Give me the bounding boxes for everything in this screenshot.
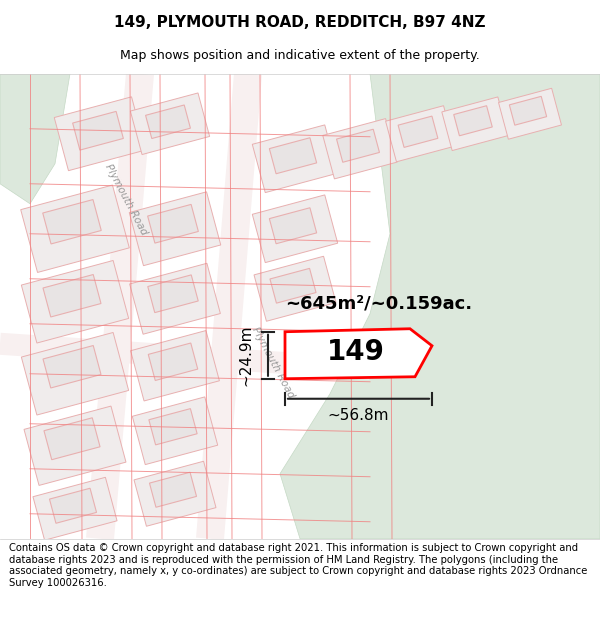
Polygon shape	[54, 97, 146, 171]
Text: ~56.8m: ~56.8m	[328, 408, 389, 423]
Polygon shape	[49, 488, 97, 523]
Polygon shape	[253, 125, 338, 192]
Text: Contains OS data © Crown copyright and database right 2021. This information is : Contains OS data © Crown copyright and d…	[9, 543, 587, 588]
Polygon shape	[22, 332, 128, 415]
Polygon shape	[499, 88, 562, 139]
Polygon shape	[86, 72, 154, 540]
Polygon shape	[196, 72, 262, 540]
Polygon shape	[24, 406, 126, 486]
Polygon shape	[148, 275, 198, 312]
Polygon shape	[134, 461, 216, 526]
Polygon shape	[269, 138, 317, 174]
Polygon shape	[270, 268, 316, 303]
Polygon shape	[386, 106, 454, 162]
Polygon shape	[149, 472, 197, 508]
Polygon shape	[133, 397, 218, 464]
Polygon shape	[146, 105, 190, 139]
Polygon shape	[0, 74, 70, 204]
Polygon shape	[323, 119, 397, 179]
Text: ~24.9m: ~24.9m	[239, 324, 254, 386]
Polygon shape	[254, 256, 336, 321]
Text: 149, PLYMOUTH ROAD, REDDITCH, B97 4NZ: 149, PLYMOUTH ROAD, REDDITCH, B97 4NZ	[114, 14, 486, 29]
Polygon shape	[130, 93, 209, 154]
Polygon shape	[148, 343, 198, 381]
Text: 149: 149	[326, 338, 385, 366]
Text: Plymouth Road: Plymouth Road	[103, 162, 149, 236]
Polygon shape	[285, 329, 432, 379]
Text: ~645m²/~0.159ac.: ~645m²/~0.159ac.	[285, 295, 472, 312]
Polygon shape	[130, 263, 220, 334]
Polygon shape	[269, 208, 317, 244]
Polygon shape	[337, 129, 379, 162]
Polygon shape	[22, 261, 128, 343]
Polygon shape	[398, 116, 438, 148]
Polygon shape	[253, 195, 338, 262]
Polygon shape	[43, 199, 101, 244]
Polygon shape	[0, 332, 371, 380]
Polygon shape	[442, 97, 508, 151]
Polygon shape	[21, 185, 129, 272]
Polygon shape	[148, 204, 199, 243]
Polygon shape	[131, 331, 220, 401]
Polygon shape	[280, 74, 600, 539]
Polygon shape	[509, 96, 547, 125]
Polygon shape	[73, 111, 124, 150]
Polygon shape	[149, 409, 197, 445]
Polygon shape	[44, 418, 100, 460]
Polygon shape	[454, 106, 492, 136]
Text: Plymouth Road: Plymouth Road	[250, 325, 296, 399]
Text: Map shows position and indicative extent of the property.: Map shows position and indicative extent…	[120, 49, 480, 62]
Polygon shape	[43, 274, 101, 317]
Polygon shape	[43, 346, 101, 388]
Polygon shape	[129, 192, 221, 266]
Polygon shape	[33, 478, 117, 540]
